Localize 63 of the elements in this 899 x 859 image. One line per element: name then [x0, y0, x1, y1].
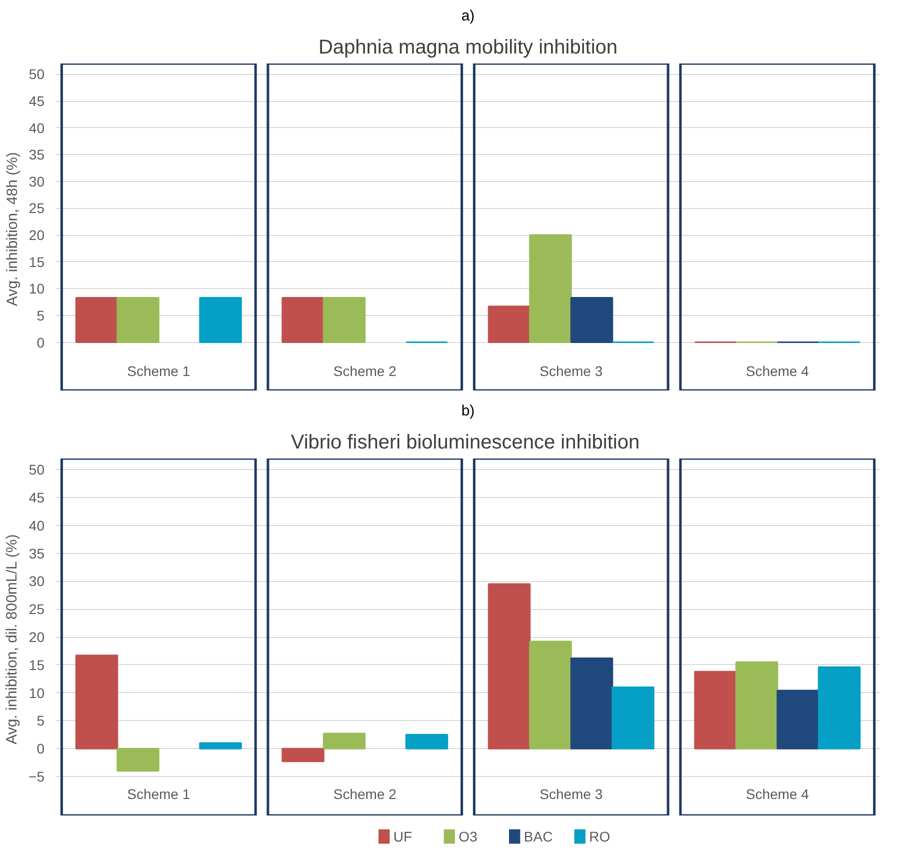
x-tick-label: Scheme 3	[540, 786, 603, 802]
y-tick-label: 35	[28, 545, 45, 562]
x-tick-label: Scheme 4	[746, 786, 810, 802]
y-axis-title: Avg. inhibition, dil. 800mL/L (%)	[4, 534, 21, 744]
bar	[75, 297, 118, 344]
bar	[322, 297, 366, 344]
chart-subtitle: Vibrio fisheri bioluminescence inhibition	[290, 432, 640, 454]
y-tick-label: 5	[36, 712, 45, 729]
y-tick-label: 50	[28, 66, 45, 82]
legend-label: UF	[393, 828, 412, 844]
bar	[75, 654, 118, 750]
chart-title: b)	[461, 402, 475, 420]
y-tick-label: 30	[28, 573, 45, 590]
y-tick-label: 50	[28, 462, 45, 478]
y-tick-label: 45	[28, 490, 45, 506]
x-tick-label: Scheme 1	[127, 786, 190, 802]
chart-title: a)	[461, 8, 475, 24]
bar	[570, 297, 614, 344]
y-tick-label: 35	[28, 146, 45, 163]
x-tick-label: Scheme 4	[746, 362, 810, 379]
y-tick-label: 40	[28, 120, 45, 136]
y-tick-label: 0	[36, 740, 45, 757]
bar	[818, 666, 861, 750]
y-tick-label: 25	[28, 200, 45, 216]
bar	[529, 640, 572, 750]
legend-label: O3	[458, 828, 478, 844]
bar	[116, 297, 160, 344]
bar	[405, 734, 448, 750]
bar	[199, 742, 242, 750]
bar	[116, 748, 160, 772]
x-tick-label: Scheme 1	[127, 362, 190, 379]
y-tick-label: 25	[28, 601, 45, 618]
legend-label: BAC	[524, 828, 553, 844]
bar	[570, 657, 614, 750]
bar	[776, 690, 820, 750]
bar	[488, 583, 531, 750]
y-axis-title: Avg. inhibition, 48h (%)	[4, 152, 21, 306]
y-tick-label: 40	[28, 517, 45, 534]
y-tick-label: 20	[28, 629, 45, 645]
chart-subtitle: Daphnia magna mobility inhibition	[318, 36, 618, 58]
bar	[282, 297, 324, 344]
y-tick-label: 45	[28, 93, 45, 110]
y-tick-label: −5	[28, 768, 45, 784]
bar	[612, 686, 654, 750]
y-tick-label: 20	[28, 227, 45, 244]
legend-label: RO	[589, 828, 610, 844]
y-tick-label: 10	[28, 280, 45, 297]
y-tick-label: 0	[36, 334, 45, 350]
y-tick-label: 10	[28, 684, 45, 701]
y-tick-label: 15	[28, 254, 45, 270]
y-tick-label: 30	[28, 173, 45, 190]
x-tick-label: Scheme 2	[333, 786, 397, 802]
bar	[735, 661, 778, 750]
bar	[488, 306, 531, 344]
y-tick-label: 15	[28, 656, 45, 673]
y-tick-label: 5	[36, 307, 45, 324]
x-tick-label: Scheme 2	[333, 362, 397, 379]
bar	[529, 234, 572, 344]
bar	[282, 748, 324, 762]
bar	[322, 732, 366, 750]
x-tick-label: Scheme 3	[540, 362, 603, 379]
bar	[694, 670, 737, 750]
bar	[199, 297, 242, 344]
